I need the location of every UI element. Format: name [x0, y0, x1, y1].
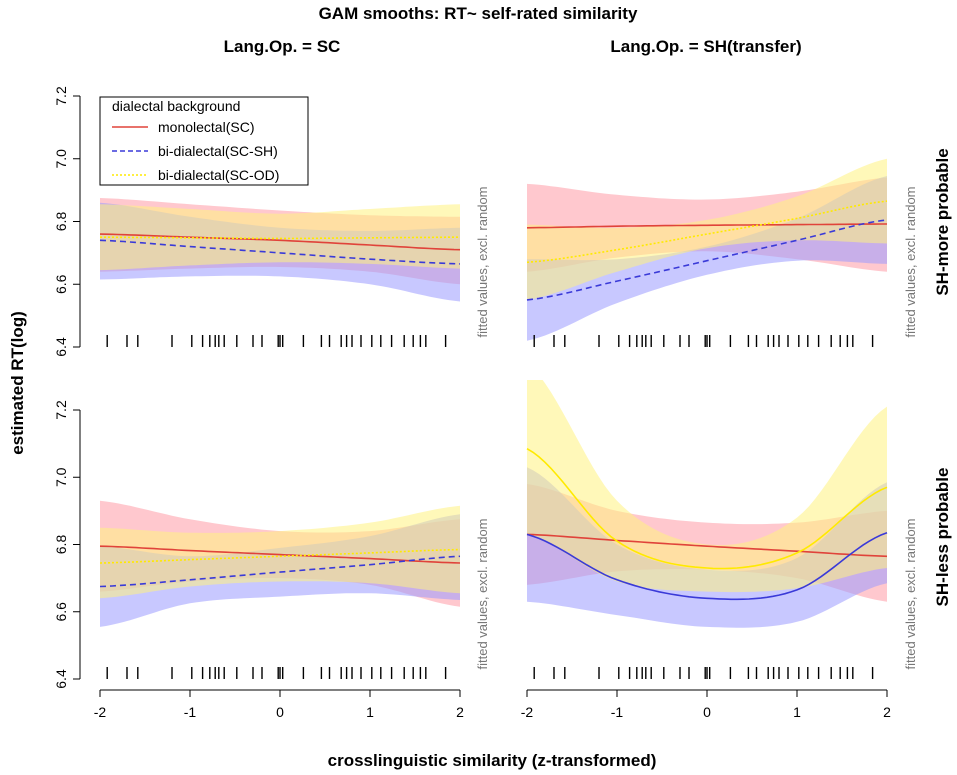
panel-caption-3: fitted values, excl. random — [475, 518, 490, 669]
panel-2 — [526, 158, 888, 347]
ci-band-3-panel-2 — [527, 158, 887, 300]
series-line-3-panel-2 — [526, 200, 888, 264]
series-line-1-panel-2 — [526, 223, 887, 229]
legend: dialectal background monolectal(SC) bi-d… — [99, 96, 309, 186]
x-tick-label: -2 — [94, 704, 107, 720]
legend-label-sh: bi-dialectal(SC-SH) — [158, 143, 278, 159]
panel-3 — [99, 500, 461, 679]
y-tick-label: 7.2 — [53, 400, 69, 420]
series-line-1-panel-4 — [526, 533, 888, 558]
y-tick-label: 6.6 — [53, 274, 69, 294]
series-line-3-panel-3 — [99, 548, 461, 564]
panel-1-plot — [99, 198, 461, 302]
series-line-1-panel-1 — [99, 233, 461, 251]
series-line-3-panel-1 — [100, 236, 460, 240]
series-line-2-panel-1 — [99, 239, 461, 265]
ci-band-3-panel-1 — [100, 204, 460, 271]
y-tick-label: 6.8 — [53, 212, 69, 232]
chart-title: GAM smooths: RT~ self-rated similarity — [319, 4, 638, 23]
x-axis-label: crosslinguistic similarity (z-transforme… — [328, 751, 657, 770]
panels — [99, 158, 888, 679]
legend-label-od: bi-dialectal(SC-OD) — [158, 167, 279, 183]
ci-band-3-panel-3 — [100, 505, 460, 599]
panel-3-plot — [99, 500, 461, 627]
panel-4 — [526, 380, 888, 679]
row-label-less: SH-less probable — [933, 468, 952, 607]
y-tick-label: 6.4 — [53, 337, 69, 357]
y-tick-label: 7.2 — [53, 86, 69, 106]
x-tick-label: 0 — [276, 704, 284, 720]
axes: 6.4 6.6 6.8 7.0 7.2 6.4 6.6 6.8 7.0 7.2 -2 -1 0 1 2 -2 -… — [53, 86, 891, 720]
legend-box — [99, 96, 309, 186]
ci-band-3-panel-4 — [527, 380, 887, 593]
x-tick-label: -2 — [521, 704, 534, 720]
series-line-2-panel-2 — [526, 219, 888, 301]
series-line-2-panel-3 — [99, 555, 461, 588]
panel-4-plot — [526, 380, 888, 628]
y-tick-label: 6.8 — [53, 535, 69, 555]
panel-1 — [99, 198, 461, 347]
series-line-1-panel-3 — [99, 545, 461, 564]
series-line-3-panel-4 — [526, 448, 888, 570]
x-tick-label: -1 — [184, 704, 197, 720]
x-tick-label: 1 — [793, 704, 801, 720]
y-tick-label: 6.4 — [53, 669, 69, 689]
panel-caption-4: fitted values, excl. random — [903, 518, 918, 669]
panel-caption-1: fitted values, excl. random — [475, 186, 490, 337]
legend-label-mono: monolectal(SC) — [158, 119, 254, 135]
panel-2-plot — [526, 158, 888, 341]
column-label-sh: Lang.Op. = SH(transfer) — [610, 37, 801, 56]
series-line-2-panel-4 — [526, 531, 888, 601]
x-tick-label: -1 — [611, 704, 624, 720]
y-tick-label: 7.0 — [53, 467, 69, 487]
ci-band-2-panel-2 — [527, 176, 887, 341]
y-axis-label: estimated RT(log) — [8, 311, 27, 455]
x-tick-label: 2 — [883, 704, 891, 720]
row-label-more: SH-more probable — [933, 148, 952, 295]
panel-caption-2: fitted values, excl. random — [903, 186, 918, 337]
column-label-sc: Lang.Op. = SC — [224, 37, 341, 56]
x-tick-label: 0 — [703, 704, 711, 720]
y-tick-label: 6.6 — [53, 602, 69, 622]
x-tick-label: 2 — [456, 704, 464, 720]
legend-title: dialectal background — [112, 98, 240, 114]
x-tick-label: 1 — [366, 704, 374, 720]
y-tick-label: 7.0 — [53, 149, 69, 169]
